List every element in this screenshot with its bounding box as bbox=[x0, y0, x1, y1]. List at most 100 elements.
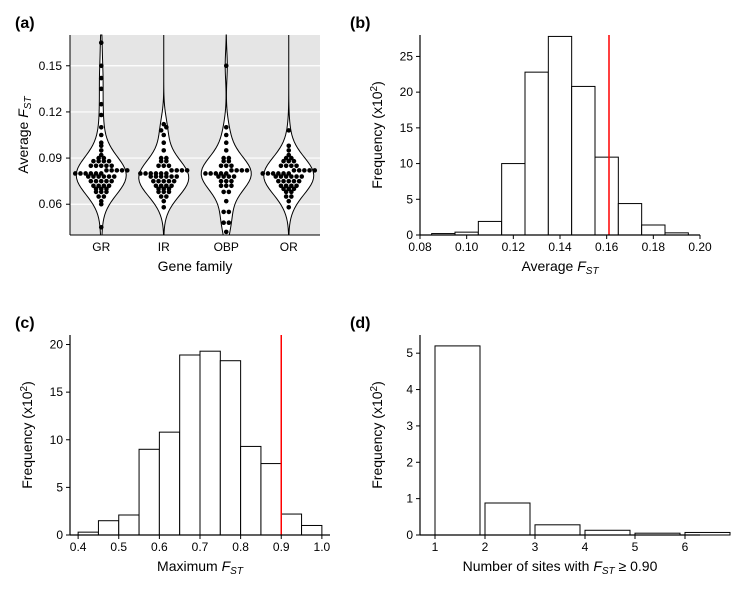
hist-bar bbox=[159, 432, 179, 535]
data-point bbox=[161, 140, 166, 145]
hist-bar bbox=[98, 521, 118, 535]
figure-root: (a) (b) (c) (d) 0.060.090.120.15Average … bbox=[0, 0, 737, 588]
data-point bbox=[284, 183, 289, 188]
hist-bar bbox=[478, 221, 501, 235]
data-point bbox=[120, 168, 125, 173]
data-point bbox=[99, 148, 104, 153]
xtick-label: OBP bbox=[214, 240, 239, 254]
figure-svg: 0.060.090.120.15Average FSTGRIROBPORGene… bbox=[0, 0, 737, 588]
xtick-label: 0.18 bbox=[642, 240, 666, 254]
data-point bbox=[203, 171, 208, 176]
panel-d: 012345123456Frequency (x102)Number of si… bbox=[369, 335, 730, 577]
data-point bbox=[219, 163, 224, 168]
data-point bbox=[289, 163, 294, 168]
data-point bbox=[99, 179, 104, 184]
hist-bar bbox=[241, 446, 261, 535]
data-point bbox=[229, 183, 234, 188]
xtick-label: OR bbox=[280, 240, 298, 254]
data-point bbox=[169, 168, 174, 173]
data-point bbox=[286, 128, 291, 133]
data-point bbox=[99, 113, 104, 118]
data-point bbox=[125, 168, 130, 173]
data-point bbox=[161, 205, 166, 210]
data-point bbox=[289, 183, 294, 188]
data-point bbox=[91, 159, 96, 164]
data-point bbox=[99, 140, 104, 145]
data-point bbox=[169, 174, 174, 179]
data-point bbox=[224, 63, 229, 68]
xaxis-label-a: Gene family bbox=[158, 258, 233, 274]
data-point bbox=[109, 179, 114, 184]
hist-bar bbox=[302, 525, 322, 535]
data-point bbox=[151, 179, 156, 184]
xtick-label: 0.16 bbox=[595, 240, 619, 254]
ytick-label: 0.15 bbox=[39, 59, 63, 73]
data-point bbox=[99, 225, 104, 230]
hist-bar bbox=[585, 530, 630, 535]
data-point bbox=[292, 168, 297, 173]
xtick-label: 4 bbox=[582, 540, 589, 554]
data-point bbox=[148, 171, 153, 176]
xaxis-label-c: Maximum FST bbox=[157, 558, 244, 577]
data-point bbox=[159, 156, 164, 161]
ytick-label: 0.09 bbox=[39, 151, 63, 165]
hist-bar bbox=[261, 464, 281, 535]
data-point bbox=[94, 171, 99, 176]
data-point bbox=[174, 168, 179, 173]
data-point bbox=[224, 199, 229, 204]
hist-bar bbox=[642, 225, 665, 235]
panel-label-a: (a) bbox=[15, 15, 35, 33]
data-point bbox=[99, 87, 104, 92]
data-point bbox=[156, 163, 161, 168]
hist-bar bbox=[220, 361, 240, 535]
data-point bbox=[224, 140, 229, 145]
ytick-label: 4 bbox=[406, 383, 413, 397]
data-point bbox=[240, 168, 245, 173]
data-point bbox=[164, 156, 169, 161]
xtick-label: 0.9 bbox=[273, 540, 290, 554]
yaxis-label-a: Average FST bbox=[15, 96, 34, 174]
data-point bbox=[245, 168, 250, 173]
xtick-label: 0.6 bbox=[151, 540, 168, 554]
data-point bbox=[224, 148, 229, 153]
data-point bbox=[161, 163, 166, 168]
data-point bbox=[169, 183, 174, 188]
data-point bbox=[294, 163, 299, 168]
data-point bbox=[224, 230, 229, 235]
data-point bbox=[115, 168, 120, 173]
data-point bbox=[279, 163, 284, 168]
data-point bbox=[161, 199, 166, 204]
data-point bbox=[112, 174, 117, 179]
yaxis-label-b: Frequency (x102) bbox=[369, 81, 385, 189]
xtick-label: 0.12 bbox=[502, 240, 526, 254]
data-point bbox=[167, 163, 172, 168]
ytick-label: 5 bbox=[56, 480, 63, 494]
data-point bbox=[107, 183, 112, 188]
hist-bar bbox=[435, 346, 480, 535]
hist-bar bbox=[180, 355, 200, 535]
panel-label-c: (c) bbox=[15, 315, 35, 333]
data-point bbox=[99, 102, 104, 107]
hist-bar bbox=[119, 515, 139, 535]
panel-b: 05101520250.080.100.120.140.160.180.20Fr… bbox=[369, 35, 712, 277]
xtick-label: 0.4 bbox=[70, 540, 87, 554]
data-point bbox=[281, 171, 286, 176]
hist-bar bbox=[200, 351, 220, 535]
data-point bbox=[219, 179, 224, 184]
data-point bbox=[159, 183, 164, 188]
data-point bbox=[227, 156, 232, 161]
xtick-label: 0.14 bbox=[548, 240, 572, 254]
data-point bbox=[276, 179, 281, 184]
data-point bbox=[271, 171, 276, 176]
data-point bbox=[219, 171, 224, 176]
data-point bbox=[174, 174, 179, 179]
data-point bbox=[109, 163, 114, 168]
data-point bbox=[297, 179, 302, 184]
data-point bbox=[96, 183, 101, 188]
data-point bbox=[312, 168, 317, 173]
data-point bbox=[292, 179, 297, 184]
data-point bbox=[227, 220, 232, 225]
xtick-label: 1 bbox=[432, 540, 439, 554]
data-point bbox=[104, 179, 109, 184]
ytick-label: 10 bbox=[50, 433, 64, 447]
